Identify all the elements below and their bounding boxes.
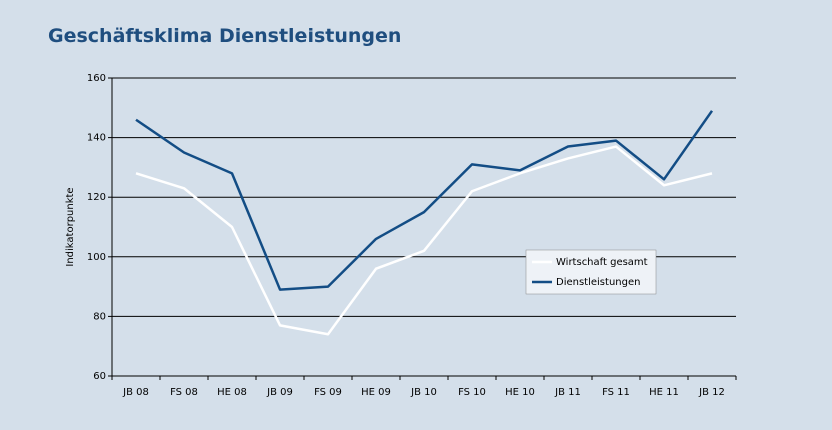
y-tick-label: 80 (93, 311, 106, 322)
legend-box (525, 249, 657, 295)
y-tick-label: 60 (93, 371, 106, 382)
line-series (135, 145, 713, 336)
y-tick-label: 140 (87, 133, 106, 144)
x-tick-label: JB 10 (410, 387, 437, 398)
x-tick-label: JB 11 (554, 387, 581, 398)
y-tick-label: 160 (87, 73, 106, 84)
y-tick-label: 120 (87, 192, 106, 203)
chart-title: Geschäftsklima Dienstleistungen (48, 25, 401, 47)
x-tick-label: JB 09 (266, 387, 293, 398)
x-tick-label: HE 09 (361, 387, 391, 398)
x-tick-label: JB 08 (122, 387, 149, 398)
x-tick-label: JB 12 (698, 387, 725, 398)
y-tick-label: 100 (87, 252, 106, 263)
y-axis-label: Indikatorpunkte (65, 187, 76, 266)
x-tick-label: HE 10 (505, 387, 535, 398)
legend-label: Wirtschaft gesamt (556, 257, 648, 268)
x-tick-label: HE 08 (217, 387, 247, 398)
legend-label: Dienstleistungen (556, 277, 640, 288)
x-tick-label: FS 09 (314, 387, 342, 398)
x-tick-label: FS 11 (602, 387, 630, 398)
x-tick-label: FS 10 (458, 387, 486, 398)
x-tick-label: FS 08 (170, 387, 198, 398)
line-series (135, 110, 714, 291)
x-tick-label: HE 11 (649, 387, 679, 398)
